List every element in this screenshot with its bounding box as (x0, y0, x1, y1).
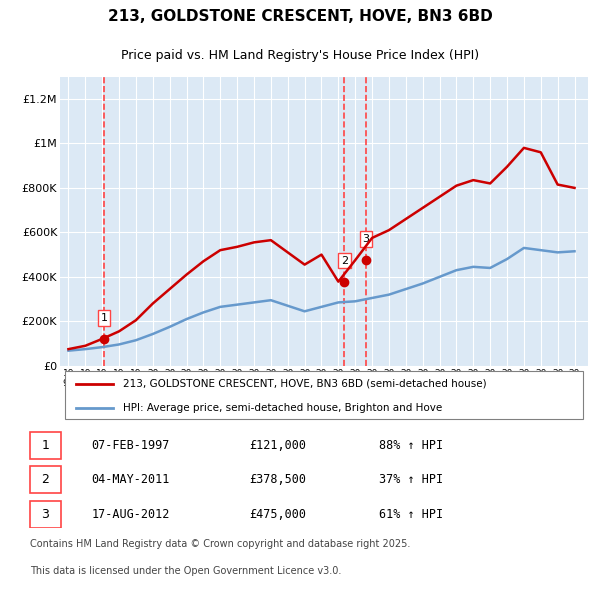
Text: 07-FEB-1997: 07-FEB-1997 (92, 439, 170, 452)
Text: Price paid vs. HM Land Registry's House Price Index (HPI): Price paid vs. HM Land Registry's House … (121, 49, 479, 62)
Text: 213, GOLDSTONE CRESCENT, HOVE, BN3 6BD: 213, GOLDSTONE CRESCENT, HOVE, BN3 6BD (107, 9, 493, 24)
Text: 3: 3 (41, 508, 49, 521)
Bar (29, 466, 61, 493)
Text: £378,500: £378,500 (250, 473, 307, 486)
Text: 88% ↑ HPI: 88% ↑ HPI (379, 439, 443, 452)
Bar (29, 502, 61, 528)
Text: 1: 1 (41, 439, 49, 452)
Text: 3: 3 (362, 234, 370, 244)
Text: 1: 1 (100, 313, 107, 323)
Text: 17-AUG-2012: 17-AUG-2012 (92, 508, 170, 521)
Text: HPI: Average price, semi-detached house, Brighton and Hove: HPI: Average price, semi-detached house,… (124, 403, 443, 413)
Text: 37% ↑ HPI: 37% ↑ HPI (379, 473, 443, 486)
Text: 213, GOLDSTONE CRESCENT, HOVE, BN3 6BD (semi-detached house): 213, GOLDSTONE CRESCENT, HOVE, BN3 6BD (… (124, 379, 487, 389)
Text: £121,000: £121,000 (250, 439, 307, 452)
Bar (29, 432, 61, 459)
Text: 61% ↑ HPI: 61% ↑ HPI (379, 508, 443, 521)
Text: 04-MAY-2011: 04-MAY-2011 (92, 473, 170, 486)
Text: 2: 2 (341, 255, 348, 266)
Text: £475,000: £475,000 (250, 508, 307, 521)
Text: 2: 2 (41, 473, 49, 486)
Text: This data is licensed under the Open Government Licence v3.0.: This data is licensed under the Open Gov… (29, 566, 341, 576)
Text: Contains HM Land Registry data © Crown copyright and database right 2025.: Contains HM Land Registry data © Crown c… (29, 539, 410, 549)
